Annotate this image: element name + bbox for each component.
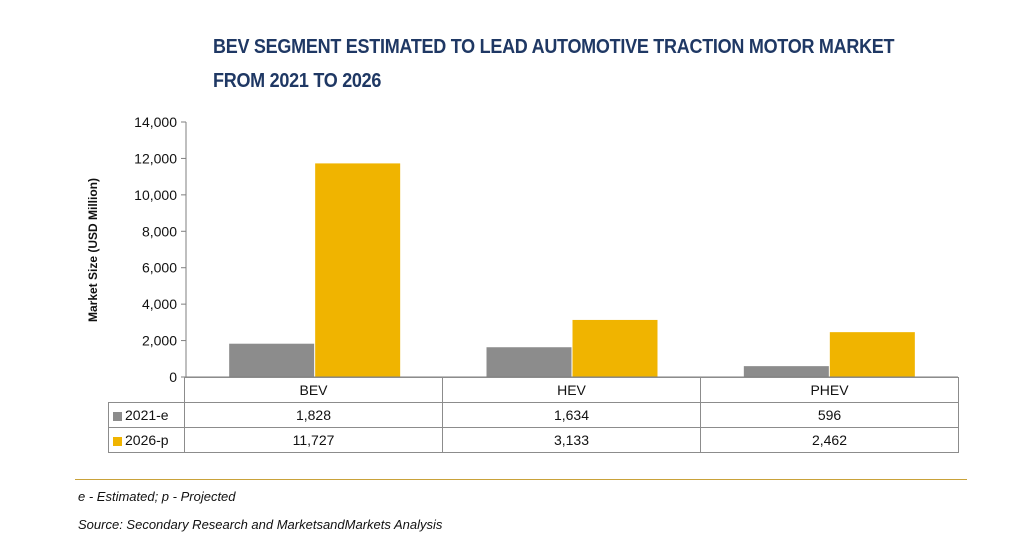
data-table-row-2021: 2021-e 1,828 1,634 596	[108, 402, 959, 428]
data-cell-2021-bev: 1,828	[184, 402, 443, 428]
legend-swatch-2026	[113, 436, 122, 446]
data-table: BEV HEV PHEV 2021-e 1,828 1,634 596 2026…	[108, 377, 959, 453]
data-table-row-2026: 2026-p 11,727 3,133 2,462	[108, 427, 959, 453]
bar-2021-e-phev	[743, 366, 829, 377]
chart-title-line-2: FROM 2021 TO 2026	[213, 70, 382, 92]
data-cell-2026-phev: 2,462	[700, 427, 959, 453]
footer-divider	[75, 479, 967, 480]
category-label-phev: PHEV	[700, 377, 959, 403]
data-cell-2026-hev: 3,133	[442, 427, 701, 453]
data-cell-2026-bev: 11,727	[184, 427, 443, 453]
bar-2026-p-phev	[829, 332, 915, 377]
y-tick-label: 8,000	[142, 223, 177, 239]
data-table-corner	[108, 377, 185, 403]
category-label-hev: HEV	[442, 377, 701, 403]
chart-title: BEV SEGMENT ESTIMATED TO LEAD AUTOMOTIVE…	[213, 30, 897, 98]
y-tick-label: 14,000	[134, 114, 177, 130]
y-tick-label: 12,000	[134, 150, 177, 166]
y-tick-label: 2,000	[142, 333, 177, 349]
legend-label-2026: 2026-p	[125, 432, 169, 448]
legend-label-2021: 2021-e	[125, 407, 169, 423]
bar-2026-p-bev	[315, 163, 401, 377]
y-tick-label: 6,000	[142, 260, 177, 276]
legend-entry-2021: 2021-e	[108, 402, 185, 428]
bar-2021-e-hev	[486, 347, 572, 377]
footnote: e - Estimated; p - Projected	[78, 489, 236, 504]
bar-2021-e-bev	[229, 343, 315, 377]
legend-swatch-2021	[113, 411, 122, 421]
data-cell-2021-hev: 1,634	[442, 402, 701, 428]
source-note: Source: Secondary Research and Marketsan…	[78, 517, 443, 532]
bar-2026-p-hev	[572, 319, 658, 377]
chart-title-line-1: BEV SEGMENT ESTIMATED TO LEAD AUTOMOTIVE…	[213, 36, 895, 58]
data-table-header-row: BEV HEV PHEV	[108, 377, 959, 403]
y-tick-label: 10,000	[134, 187, 177, 203]
category-label-bev: BEV	[184, 377, 443, 403]
data-cell-2021-phev: 596	[700, 402, 959, 428]
y-tick-label: 4,000	[142, 296, 177, 312]
legend-entry-2026: 2026-p	[108, 427, 185, 453]
y-tick-label: 0	[169, 369, 177, 385]
